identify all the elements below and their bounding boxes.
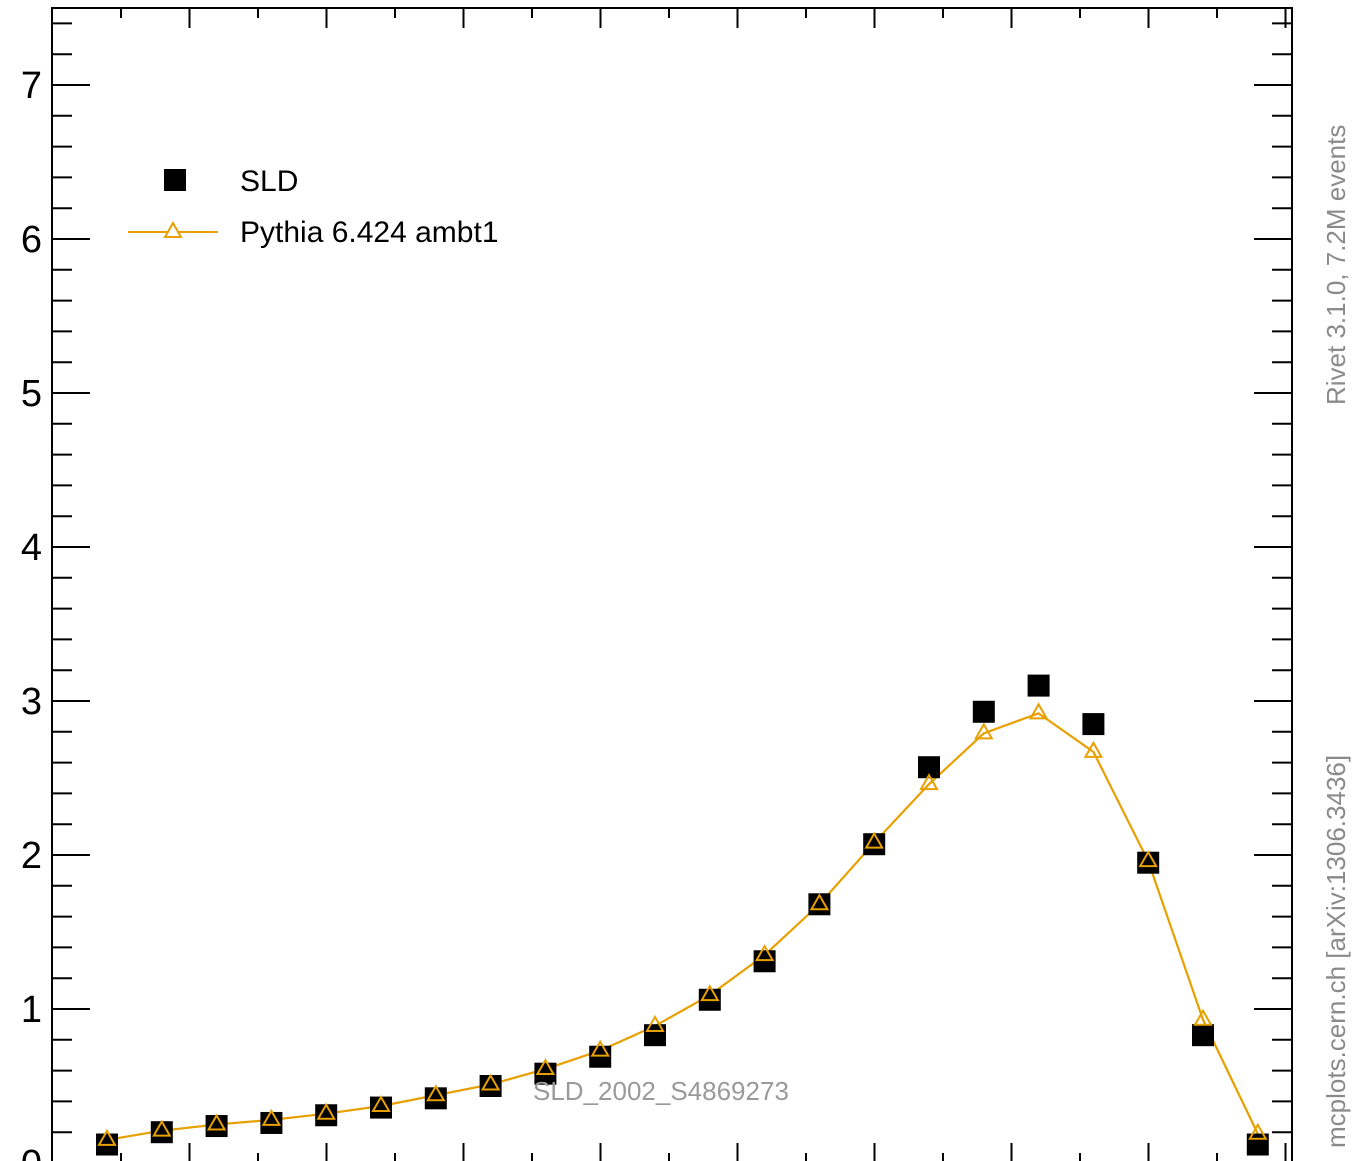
plot-frame: [51, 7, 1293, 1161]
sld-point: [370, 1096, 392, 1119]
y-tick-label: 5: [21, 373, 42, 415]
pythia-line: [106, 712, 1259, 1141]
legend-sld-marker: [164, 169, 186, 191]
analysis-label: SLD_2002_S4869273: [533, 1076, 789, 1106]
pythia-point: [645, 1014, 665, 1032]
y-tick-label: 3: [21, 681, 42, 723]
y-tick-label: 6: [21, 219, 42, 261]
y-tick-labels: 0 1 2 3 4 5 6 7: [21, 65, 42, 1161]
sld-point: [1192, 1024, 1214, 1047]
sld-point: [150, 1121, 173, 1144]
pythia-point: [316, 1102, 336, 1120]
pythia-point: [426, 1084, 446, 1102]
pythia-point: [754, 944, 775, 962]
pythia-point: [809, 893, 830, 911]
pythia-point: [206, 1113, 227, 1131]
y-tick-label: 0: [21, 1143, 42, 1161]
legend-sld-label: SLD: [240, 165, 298, 198]
y-tick-label: 4: [21, 527, 42, 569]
axis-ticks: [52, 8, 1292, 1161]
pythia-point: [261, 1108, 282, 1126]
pythia-point: [590, 1039, 610, 1057]
sld-point: [1137, 851, 1160, 874]
pythia-point: [1248, 1122, 1268, 1140]
sld-point: [1027, 674, 1050, 697]
sld-point: [260, 1111, 283, 1134]
sld-point: [753, 950, 776, 973]
rivet-version-text: Rivet 3.1.0, 7.2M events: [1321, 125, 1351, 405]
pythia-point: [535, 1058, 556, 1076]
sld-point: [589, 1045, 612, 1068]
sld-point: [1082, 713, 1105, 736]
pythia-point: [480, 1073, 501, 1091]
pythia-point: [864, 831, 884, 849]
pythia-point: [1028, 702, 1049, 720]
legend: SLD Pythia 6.424 ambt1: [128, 165, 499, 249]
pythia-point: [1083, 740, 1104, 758]
pythia-point: [974, 722, 994, 740]
series-layer: [96, 674, 1269, 1156]
sld-point: [863, 833, 886, 856]
pythia-point: [97, 1128, 117, 1146]
pythia-point: [152, 1119, 172, 1137]
sld-point: [972, 700, 995, 723]
legend-pythia-marker: [163, 220, 183, 238]
sld-point: [918, 756, 940, 779]
sld-point: [205, 1115, 228, 1138]
y-tick-label: 1: [21, 989, 42, 1031]
sld-point: [315, 1104, 338, 1127]
pythia-point: [1138, 850, 1158, 868]
pythia-point: [1193, 1008, 1213, 1026]
sld-point: [644, 1024, 666, 1047]
pythia-point: [919, 773, 939, 791]
mcplots-credit-text: mcplots.cern.ch [arXiv:1306.3436]: [1321, 755, 1351, 1148]
y-tick-label: 2: [21, 835, 42, 877]
sld-point: [424, 1087, 447, 1110]
legend-pythia-label: Pythia 6.424 ambt1: [240, 216, 499, 249]
y-tick-label: 7: [21, 65, 42, 107]
pythia-point: [371, 1095, 391, 1113]
pythia-point: [700, 984, 720, 1002]
sld-point: [479, 1075, 502, 1097]
